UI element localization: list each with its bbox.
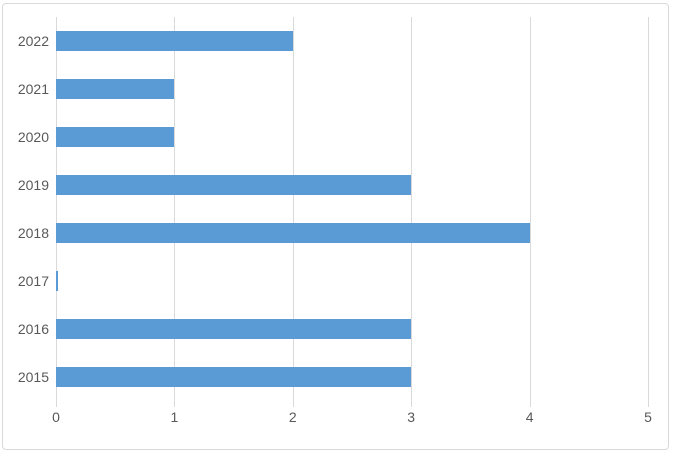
chart-frame: 2022 2021 2020 2019 2018 2017 2016 2015 0 1 2 3 4 5: [2, 3, 669, 450]
bar-2019: [56, 175, 412, 195]
x-axis-tick-label: 0: [52, 409, 60, 425]
y-axis-category-label: 2017: [17, 273, 49, 289]
gridline: [648, 17, 649, 407]
y-axis-category-label: 2021: [17, 81, 49, 97]
y-axis-category-label: 2016: [17, 321, 49, 337]
gridline: [411, 17, 413, 407]
bar-2018: [56, 223, 530, 243]
x-axis-tick-label: 3: [407, 409, 416, 425]
x-axis-labels: 0 1 2 3 4 5: [52, 407, 652, 427]
x-axis-tick-label: 1: [170, 409, 179, 425]
y-axis-category-label: 2015: [17, 369, 49, 385]
bar-2017: [56, 271, 59, 291]
y-axis-category-label: 2018: [17, 225, 49, 241]
value-axis-line: [56, 17, 57, 407]
gridline: [529, 17, 531, 407]
gridline: [174, 17, 176, 407]
bar-2021: [56, 79, 175, 99]
bar-2016: [56, 319, 412, 339]
y-axis-category-label: 2019: [17, 177, 49, 193]
bar-2022: [56, 31, 293, 51]
gridline: [292, 17, 294, 407]
y-axis-labels: 2022 2021 2020 2019 2018 2017 2016 2015: [3, 17, 49, 401]
bar-2015: [56, 367, 412, 387]
y-axis-category-label: 2022: [17, 33, 49, 49]
plot-area: [56, 17, 649, 407]
x-axis-tick-label: 4: [525, 409, 534, 425]
y-axis-category-label: 2020: [17, 129, 49, 145]
x-axis-tick-label: 5: [644, 409, 652, 425]
bar-2020: [56, 127, 175, 147]
x-axis-tick-label: 2: [288, 409, 297, 425]
